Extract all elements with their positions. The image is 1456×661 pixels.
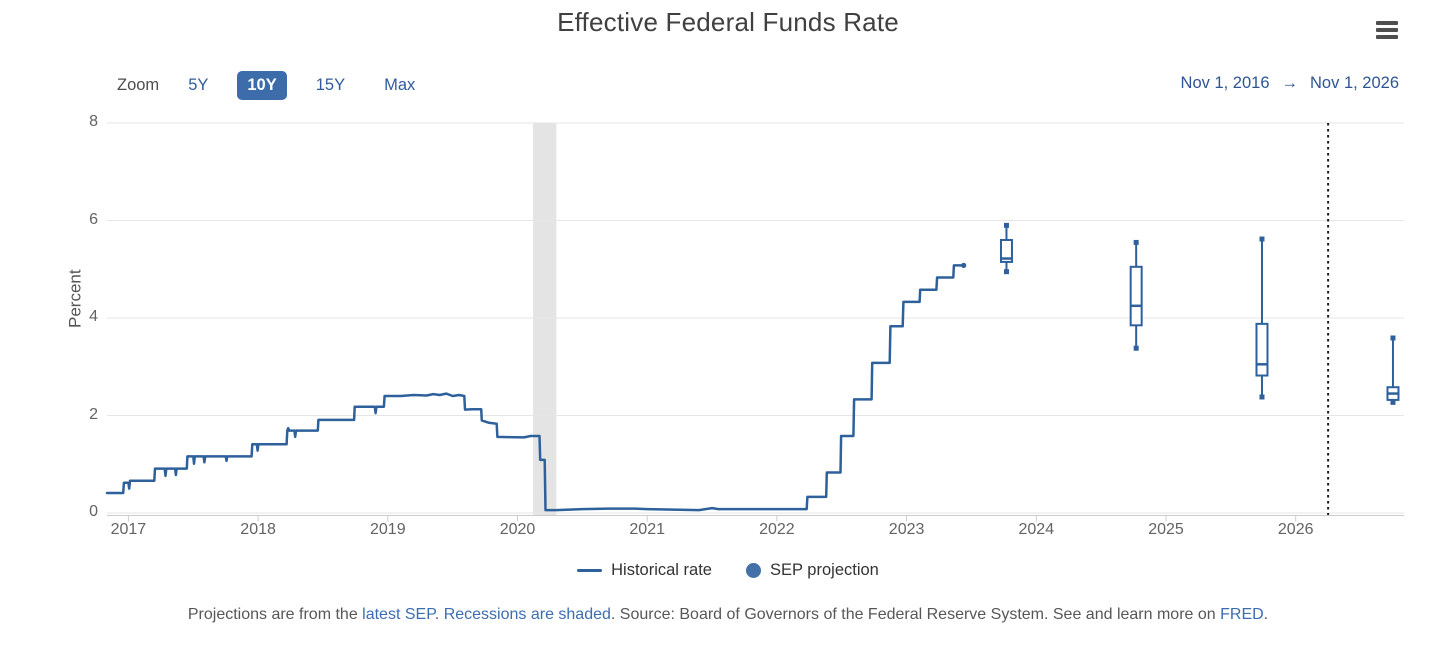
sep-high-marker[interactable] — [1003, 222, 1009, 228]
zoom-button-15y[interactable]: 15Y — [315, 76, 346, 94]
line-end-marker — [961, 262, 967, 268]
caption-link[interactable]: Recessions are shaded — [443, 606, 611, 623]
legend-label: Historical rate — [611, 561, 712, 579]
y-tick-label: 8 — [89, 113, 98, 130]
caption: Projections are from the latest SEP. Rec… — [0, 606, 1456, 624]
line-swatch-icon — [577, 569, 603, 572]
sep-box[interactable] — [1255, 322, 1269, 377]
y-tick-label: 2 — [89, 405, 98, 423]
zoom-button-10y[interactable]: 10Y — [237, 71, 287, 100]
legend: Historical rate SEP projection — [0, 561, 1456, 580]
caption-text: Projections are from the — [187, 606, 363, 623]
x-tick-label: 2017 — [110, 521, 147, 538]
x-tick-label: 2025 — [1148, 521, 1184, 538]
x-tick-label: 2022 — [759, 521, 795, 538]
x-tick-label: 2021 — [629, 521, 665, 538]
y-tick-label: 4 — [89, 308, 98, 325]
zoom-button-max[interactable]: Max — [384, 76, 416, 94]
sep-box[interactable] — [999, 239, 1013, 263]
date-range: Nov 1, 2016 → Nov 1, 2026 — [1181, 74, 1399, 93]
x-tick-label: 2020 — [499, 521, 536, 538]
caption-text: . Source: Board of Governors of the Fede… — [610, 606, 1221, 623]
sep-low-marker[interactable] — [1133, 345, 1139, 351]
x-tick-label: 2018 — [240, 521, 276, 538]
recession-band — [533, 123, 557, 516]
x-tick-label: 2023 — [888, 521, 925, 538]
range-end[interactable]: Nov 1, 2026 — [1310, 74, 1399, 92]
legend-item-historical-rate[interactable]: Historical rate — [577, 561, 712, 580]
arrow-right-icon: → — [1281, 74, 1299, 92]
caption-text: . — [434, 606, 444, 623]
sep-box[interactable] — [1129, 265, 1143, 327]
sep-low-marker[interactable] — [1390, 399, 1396, 405]
legend-label: SEP projection — [770, 561, 879, 579]
hamburger-icon[interactable] — [1376, 21, 1400, 42]
caption-link[interactable]: FRED — [1220, 606, 1264, 623]
circle-swatch-icon — [746, 563, 761, 578]
zoom-button-5y[interactable]: 5Y — [188, 76, 209, 94]
sep-high-marker[interactable] — [1390, 335, 1396, 341]
sep-high-marker[interactable] — [1133, 239, 1139, 245]
page-title: Effective Federal Funds Rate — [557, 7, 899, 37]
legend-item-sep-projection[interactable]: SEP projection — [746, 561, 879, 580]
sep-low-marker[interactable] — [1003, 269, 1009, 275]
x-tick-label: 2026 — [1277, 521, 1314, 538]
zoom-label: Zoom — [117, 76, 160, 94]
x-tick-label: 2019 — [370, 521, 406, 538]
caption-text: . — [1263, 606, 1269, 623]
sep-low-marker[interactable] — [1259, 394, 1265, 400]
y-tick-label: 6 — [89, 210, 98, 228]
y-tick-label: 0 — [89, 503, 98, 520]
range-start[interactable]: Nov 1, 2016 — [1180, 74, 1270, 92]
x-tick-label: 2024 — [1018, 521, 1055, 538]
zoom-controls: Zoom 5Y 10Y 15Y Max — [117, 71, 425, 100]
historical-rate-line[interactable] — [105, 264, 965, 512]
plot-area[interactable] — [0, 0, 1456, 561]
caption-link[interactable]: latest SEP — [362, 606, 435, 623]
sep-high-marker[interactable] — [1259, 236, 1265, 242]
